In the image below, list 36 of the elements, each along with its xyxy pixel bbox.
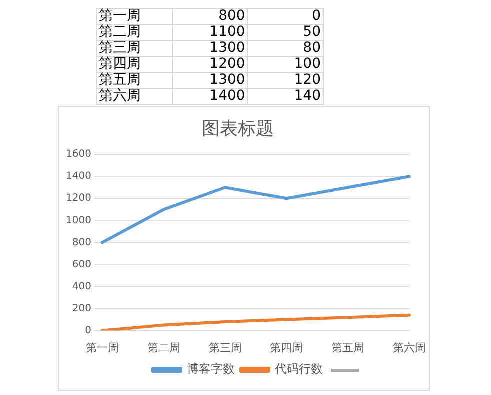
legend-label: 博客字数 xyxy=(187,362,235,376)
text: 1300 xyxy=(172,72,248,88)
text: 1400 xyxy=(172,88,248,104)
y-tick-label: 0 xyxy=(85,325,92,336)
text: 120 xyxy=(248,72,324,88)
x-tick-label: 第三周 xyxy=(208,341,242,354)
y-tick-label: 1000 xyxy=(66,215,92,226)
x-tick-label: 第五周 xyxy=(332,341,365,354)
y-tick-label: 800 xyxy=(72,237,92,248)
text: 第四周 xyxy=(96,56,172,72)
legend-label: 代码行数 xyxy=(274,362,323,376)
x-tick-label: 第四周 xyxy=(270,341,304,354)
text: 1100 xyxy=(172,24,248,40)
y-tick-label: 1400 xyxy=(66,171,92,182)
text: 140 xyxy=(248,88,324,104)
text: 第六周 xyxy=(96,88,172,104)
y-tick-label: 1600 xyxy=(66,149,92,160)
text: 800 xyxy=(172,8,248,24)
x-tick-label: 第六周 xyxy=(393,341,426,354)
text: 50 xyxy=(248,24,324,40)
y-tick-label: 1200 xyxy=(66,193,92,204)
text: 80 xyxy=(248,40,324,56)
y-tick-label: 600 xyxy=(72,259,92,270)
y-tick-label: 400 xyxy=(72,281,92,292)
x-tick-label: 第一周 xyxy=(86,341,119,354)
text: 第一周 xyxy=(96,8,172,24)
x-tick-label: 第二周 xyxy=(147,341,180,354)
text: 1300 xyxy=(172,40,248,56)
y-tick-label: 200 xyxy=(72,303,92,314)
text: 100 xyxy=(248,56,324,72)
text: 0 xyxy=(248,8,324,24)
text: 第三周 xyxy=(96,40,172,56)
text: 第五周 xyxy=(96,72,172,88)
chart-title: 图表标题 xyxy=(202,118,274,140)
text: 第二周 xyxy=(96,24,172,40)
text: 1200 xyxy=(172,56,248,72)
